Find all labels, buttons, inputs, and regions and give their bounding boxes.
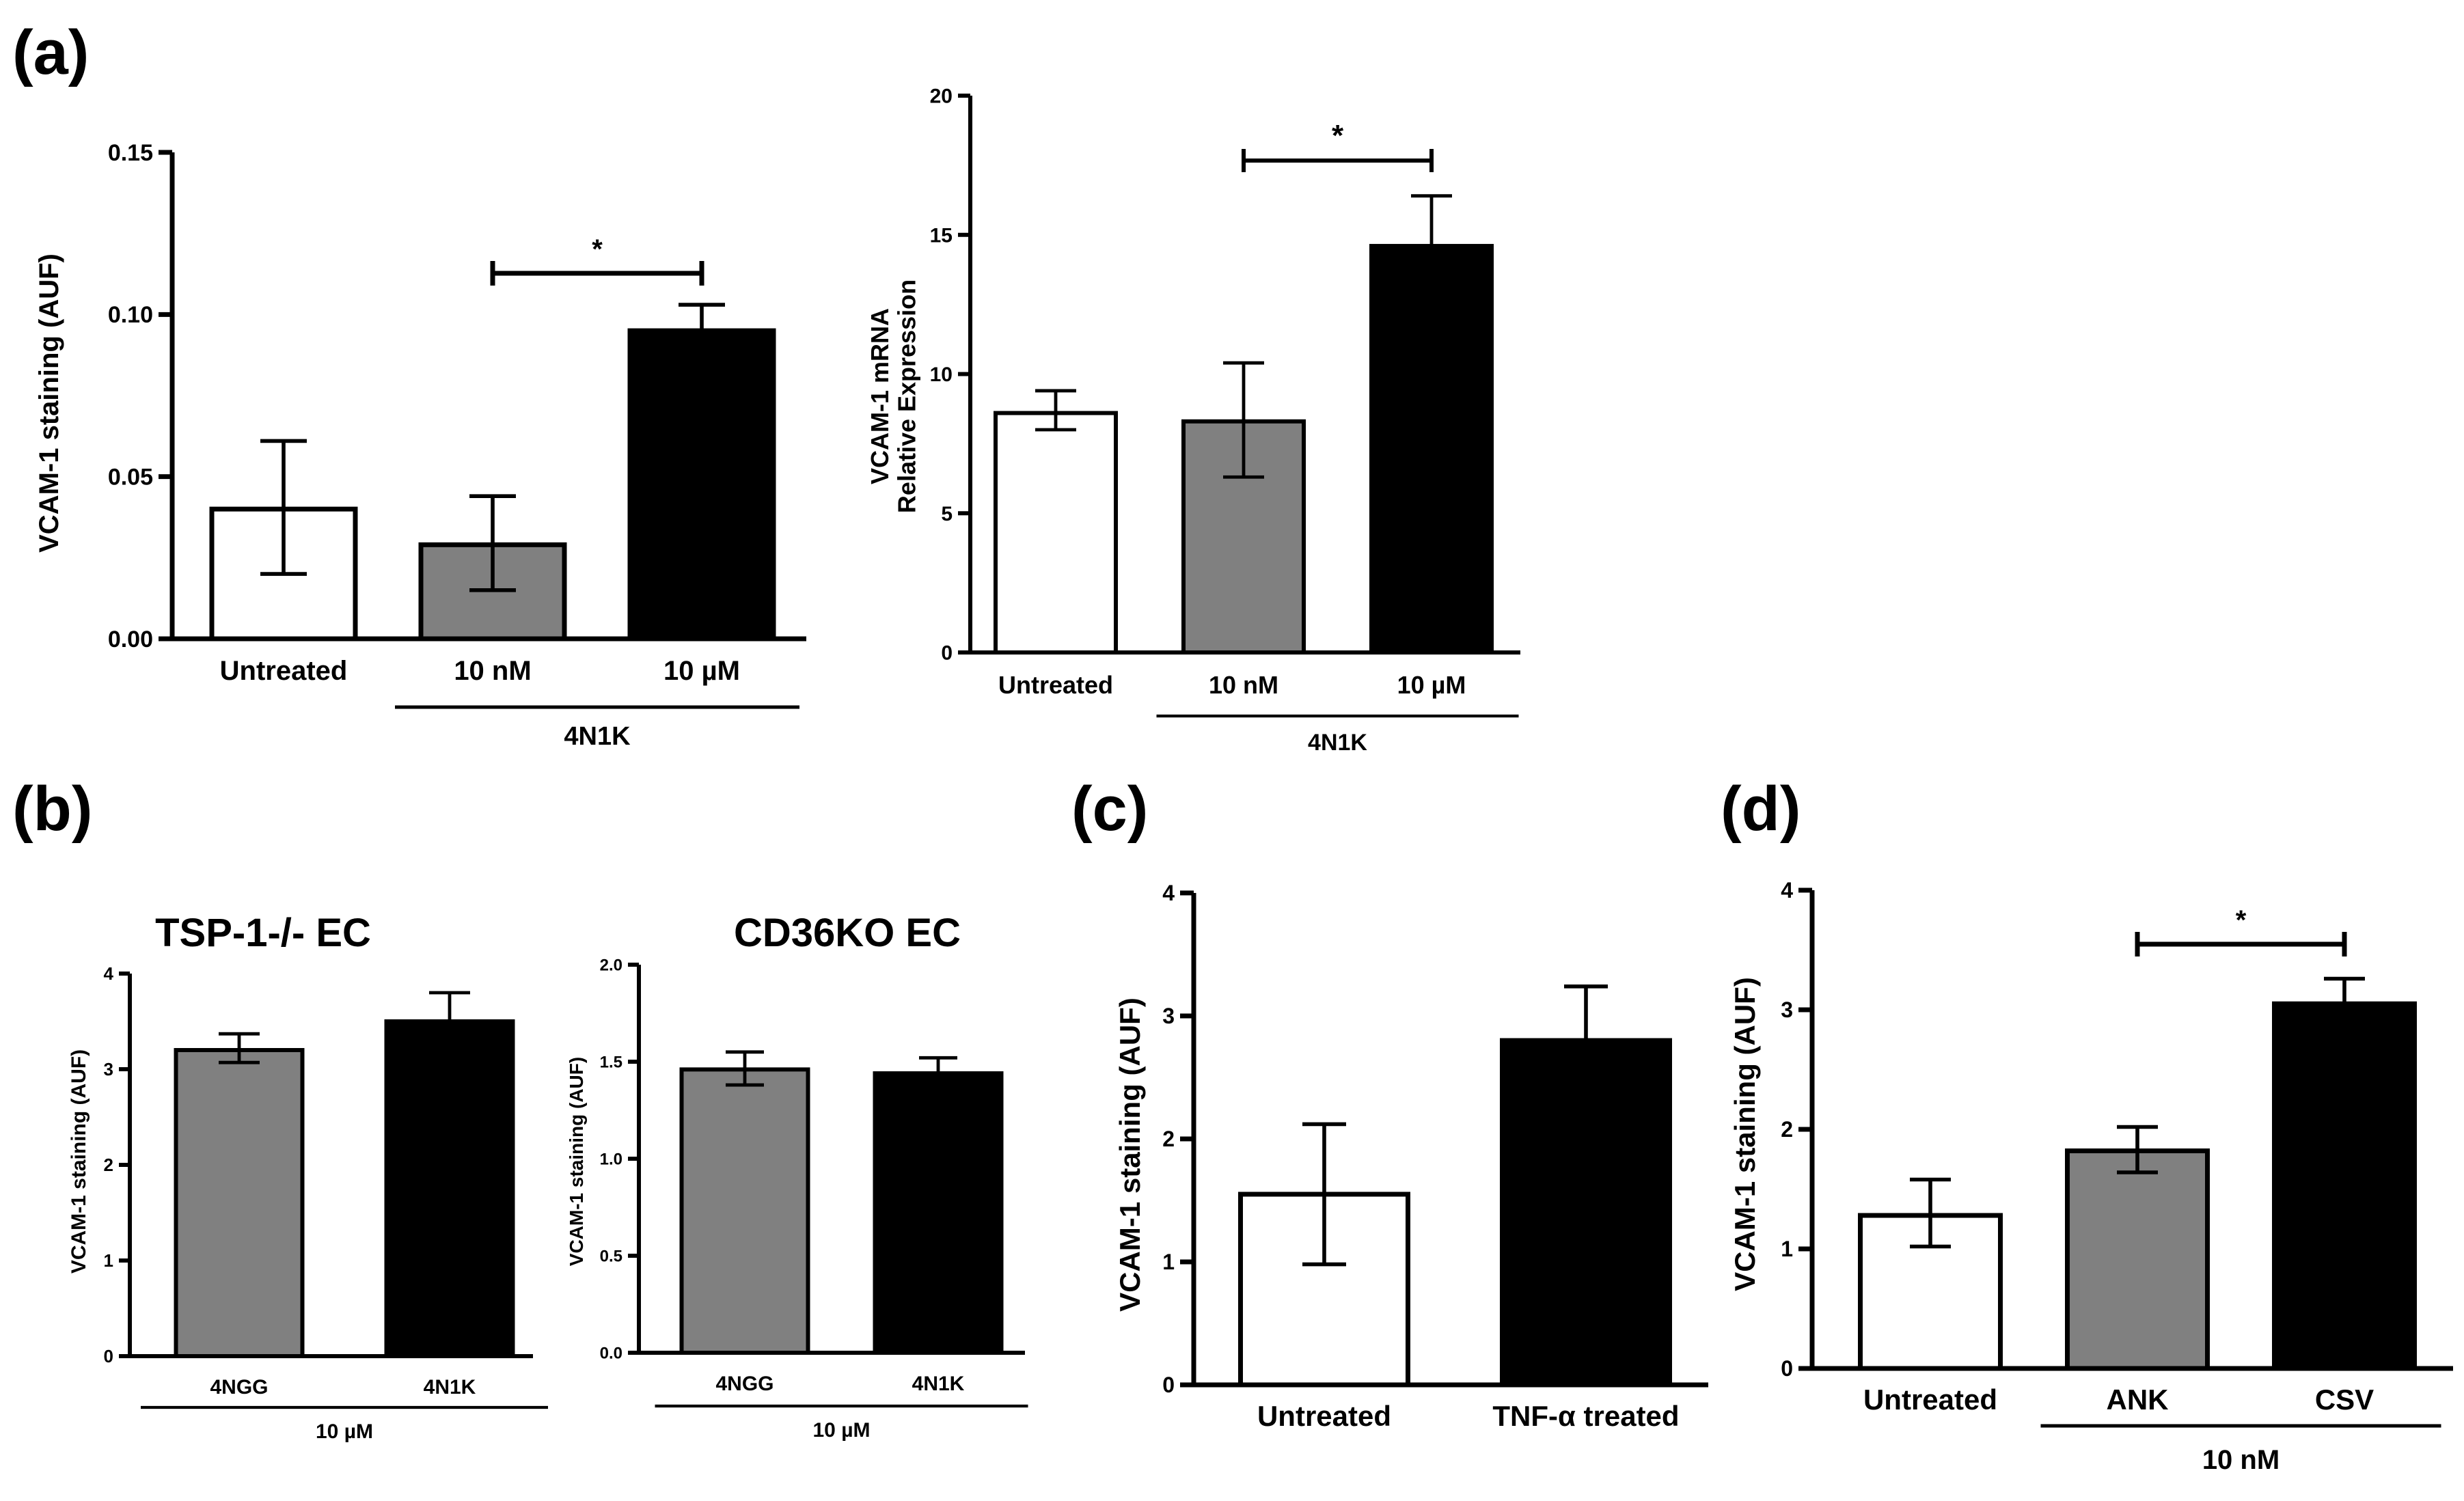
bar: [679, 1067, 810, 1355]
y-axis-label-line: Relative Expression: [893, 279, 921, 513]
chart-title: CD36KO EC: [734, 911, 961, 955]
y-tick-label: 10: [930, 363, 953, 386]
y-tick-label: 3: [1781, 997, 1793, 1022]
category-label: Untreated: [998, 671, 1113, 699]
y-axis-label: VCAM-1 staining (AUF): [68, 1049, 90, 1273]
chart-cd36ko-ec: 0.0 0.5 1.0 1.5 2.0 VCAM-1 staining (AUF) CD36…: [566, 911, 1028, 1442]
group-label: 10 nM: [2202, 1445, 2280, 1475]
y-tick-label: 5: [941, 503, 953, 525]
chart-vcam1-mrna-4n1k: 0 5 10 15 20 VCAM-1 mRNARelative Expression Un…: [866, 85, 1520, 756]
bar: [384, 1019, 515, 1358]
panel-label-d: (d): [1721, 774, 1801, 844]
category-label: CSV: [2315, 1383, 2374, 1416]
bar: [1500, 1038, 1672, 1388]
bar: [873, 1071, 1004, 1355]
y-tick-label: 2: [1781, 1117, 1793, 1142]
y-tick-label: 4: [1781, 878, 1793, 903]
bar: [174, 1048, 305, 1358]
category-label: Untreated: [1863, 1383, 1997, 1416]
y-axis-label: VCAM-1 staining (AUF): [34, 253, 64, 553]
category-label: 4N1K: [912, 1373, 965, 1395]
significance-star: *: [592, 234, 603, 264]
chart-vcam1-staining-4n1k: 0.00 0.05 0.10 0.15 VCAM-1 staining (AUF) Unt…: [34, 140, 806, 751]
chart-title: TSP-1-/- EC: [155, 911, 371, 955]
y-tick-label: 4: [1162, 881, 1175, 905]
category-label: 4NGG: [210, 1376, 268, 1399]
y-tick-label: 0.5: [600, 1247, 622, 1265]
category-label: Untreated: [1257, 1400, 1391, 1432]
y-tick-label: 0.0: [600, 1344, 622, 1362]
y-axis-label: VCAM-1 staining (AUF): [1114, 997, 1146, 1312]
y-tick-label: 0.00: [108, 626, 153, 652]
y-axis-label: VCAM-1 staining (AUF): [1729, 977, 1761, 1291]
y-axis-label-line: VCAM-1 mRNA: [866, 308, 894, 484]
chart-ank-csv: 0 1 2 3 4 VCAM-1 staining (AUF) Untreated ANK CS…: [1729, 878, 2453, 1475]
chart-tsp1-ko-ec: 0 1 2 3 4 VCAM-1 staining (AUF) TSP-1-/- EC 4NG…: [68, 911, 548, 1443]
y-tick-label: 0.05: [108, 465, 153, 491]
y-tick-label: 1: [104, 1250, 113, 1271]
significance-star: *: [2236, 905, 2247, 935]
y-tick-label: 2: [104, 1155, 113, 1175]
group-label: 10 µM: [316, 1420, 373, 1443]
y-tick-label: 4: [104, 963, 114, 984]
y-tick-label: 2: [1162, 1127, 1175, 1151]
category-label: 10 nM: [454, 656, 531, 686]
panel-label-a: (a): [12, 18, 89, 87]
significance-star: *: [1332, 119, 1344, 152]
panel-label-c: (c): [1071, 774, 1148, 844]
y-axis-label: VCAM-1 mRNARelative Expression: [866, 279, 921, 513]
group-label: 10 µM: [813, 1419, 871, 1442]
y-tick-label: 1.0: [600, 1150, 622, 1168]
bar: [1369, 244, 1494, 655]
y-tick-label: 0: [104, 1346, 113, 1366]
bar: [2272, 1001, 2417, 1371]
bar: [994, 411, 1118, 655]
y-tick-label: 0.15: [108, 140, 153, 166]
y-tick-label: 0: [941, 642, 953, 665]
y-tick-label: 2.0: [600, 956, 622, 974]
chart-tnf-alpha: 0 1 2 3 4 VCAM-1 staining (AUF) Untreated TNF-α…: [1114, 881, 1708, 1432]
group-label: 4N1K: [1308, 730, 1367, 756]
category-label: 4N1K: [424, 1376, 476, 1399]
category-label: 10 µM: [663, 656, 740, 686]
category-label: ANK: [2107, 1383, 2169, 1416]
category-label: 4NGG: [715, 1373, 774, 1395]
y-tick-label: 3: [104, 1059, 113, 1079]
bar: [2065, 1148, 2210, 1371]
y-tick-label: 0: [1162, 1373, 1175, 1397]
y-tick-label: 3: [1162, 1004, 1175, 1028]
panel-label-b: (b): [12, 774, 92, 844]
y-axis-label: VCAM-1 staining (AUF): [566, 1057, 587, 1266]
y-tick-label: 1: [1162, 1250, 1175, 1274]
bar: [627, 328, 776, 642]
y-tick-label: 15: [930, 224, 953, 247]
category-label: 10 nM: [1209, 671, 1278, 699]
category-label: TNF-α treated: [1492, 1400, 1679, 1432]
y-tick-label: 20: [930, 85, 953, 108]
category-label: Untreated: [220, 656, 348, 686]
group-label: 4N1K: [564, 722, 631, 751]
y-tick-label: 0.10: [108, 302, 153, 328]
y-tick-label: 1: [1781, 1237, 1793, 1261]
category-label: 10 µM: [1397, 671, 1466, 699]
y-tick-label: 0: [1781, 1356, 1793, 1381]
y-tick-label: 1.5: [600, 1053, 622, 1071]
